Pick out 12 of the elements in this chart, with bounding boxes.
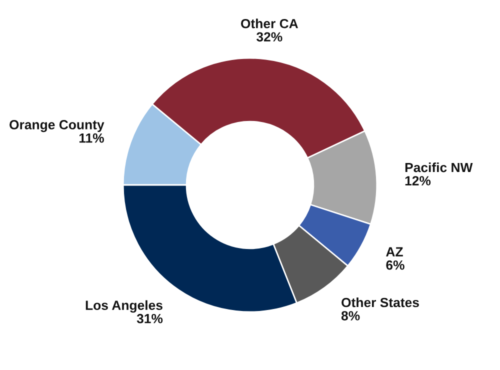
data-label: 6%	[386, 260, 404, 270]
slice-label: Orange County	[10, 120, 104, 132]
data-label: 32%	[256, 32, 282, 42]
slice-label: AZ	[386, 247, 403, 256]
data-label: 31%	[136, 314, 163, 324]
slice-label: Other CA	[240, 18, 298, 28]
slice-label: Los Angeles	[86, 300, 162, 313]
slice-label: Pacific NW	[405, 162, 473, 172]
data-label: 12%	[405, 176, 431, 186]
data-label: 11%	[79, 133, 104, 143]
slice-label: Other States	[342, 297, 419, 308]
data-label: 8%	[341, 311, 360, 320]
